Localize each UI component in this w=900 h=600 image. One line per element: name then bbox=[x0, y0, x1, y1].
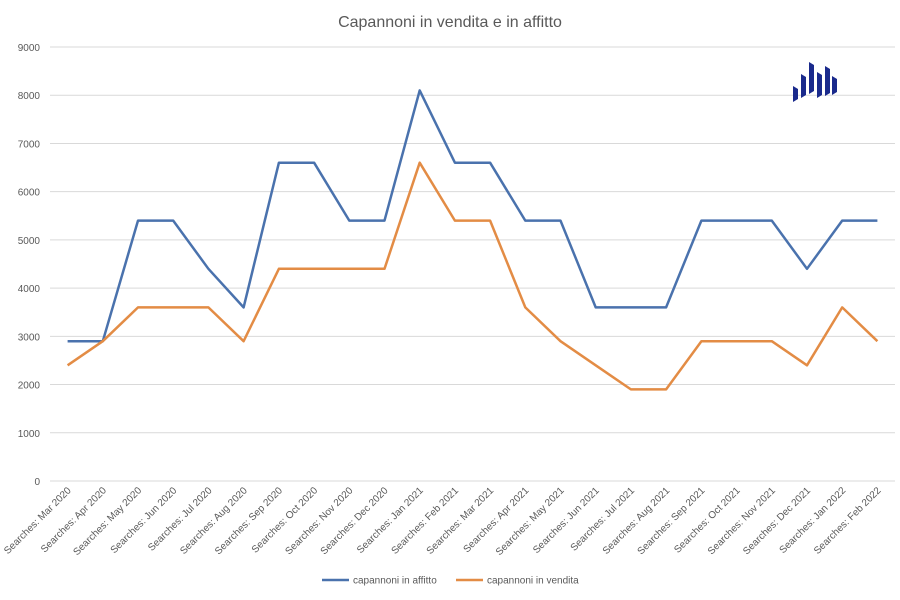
x-tick-label: Searches: Oct 2020 bbox=[250, 485, 321, 556]
logo-bar bbox=[809, 62, 814, 94]
y-tick-label: 1000 bbox=[18, 429, 41, 440]
x-tick-label: Searches: Aug 2020 bbox=[178, 485, 250, 557]
series-lines bbox=[66, 89, 879, 391]
y-axis-ticks: 0 1000 2000 3000 4000 5000 6000 7000 8000 9000 bbox=[18, 43, 41, 488]
x-tick-label: Searches: Oct 2021 bbox=[672, 485, 743, 556]
x-tick-label: Searches: Jun 2021 bbox=[531, 485, 602, 556]
x-tick-label: Searches: Nov 2020 bbox=[284, 485, 356, 557]
x-tick-label: Searches: Dec 2020 bbox=[319, 485, 391, 557]
logo-bar bbox=[793, 86, 798, 102]
x-tick-label: Searches: Nov 2021 bbox=[706, 485, 778, 557]
logo-bar bbox=[801, 74, 806, 98]
y-tick-label: 6000 bbox=[18, 188, 41, 199]
x-tick-label: Searches: Jan 2021 bbox=[355, 485, 426, 556]
y-tick-label: 8000 bbox=[18, 91, 41, 102]
x-tick-label: Searches: Apr 2021 bbox=[462, 485, 532, 555]
x-tick-label: Searches: Jun 2020 bbox=[109, 485, 180, 556]
chart-title: Capannoni in vendita e in affitto bbox=[338, 14, 562, 31]
x-tick-label: Searches: Mar 2020 bbox=[2, 485, 74, 557]
x-tick-label: Searches: Feb 2022 bbox=[812, 485, 884, 557]
series-line-capannoni-in-vendita bbox=[66, 161, 879, 391]
x-tick-label: Searches: May 2021 bbox=[494, 485, 567, 558]
x-tick-label: Searches: Aug 2021 bbox=[601, 485, 673, 557]
x-tick-label: Searches: Feb 2021 bbox=[390, 485, 462, 557]
y-tick-label: 3000 bbox=[18, 332, 41, 343]
x-tick-label: Searches: Sep 2020 bbox=[213, 485, 285, 557]
legend-label: capannoni in affitto bbox=[353, 576, 437, 587]
logo-icon bbox=[793, 62, 837, 102]
legend: capannoni in affitto capannoni in vendita bbox=[322, 576, 579, 587]
logo-bar bbox=[817, 72, 822, 98]
x-tick-label: Searches: Jul 2021 bbox=[569, 485, 638, 554]
y-tick-label: 4000 bbox=[18, 284, 41, 295]
series-line-capannoni-in-affitto bbox=[67, 89, 878, 343]
y-tick-label: 7000 bbox=[18, 139, 41, 150]
x-tick-label: Searches: Jan 2022 bbox=[778, 485, 849, 556]
y-tick-label: 0 bbox=[34, 477, 40, 488]
logo-bar bbox=[832, 76, 837, 95]
x-tick-label: Searches: Mar 2021 bbox=[425, 485, 497, 557]
x-tick-label: Searches: Jul 2020 bbox=[146, 485, 215, 554]
x-tick-label: Searches: Sep 2021 bbox=[636, 485, 708, 557]
x-tick-label: Searches: Apr 2020 bbox=[39, 485, 109, 555]
y-tick-label: 2000 bbox=[18, 381, 41, 392]
y-tick-label: 5000 bbox=[18, 236, 41, 247]
gridlines bbox=[50, 46, 895, 482]
x-tick-label: Searches: May 2020 bbox=[72, 485, 145, 558]
legend-label: capannoni in vendita bbox=[487, 576, 579, 587]
x-tick-label: Searches: Dec 2021 bbox=[741, 485, 813, 557]
logo-bar bbox=[825, 66, 830, 96]
y-tick-label: 9000 bbox=[18, 43, 41, 54]
